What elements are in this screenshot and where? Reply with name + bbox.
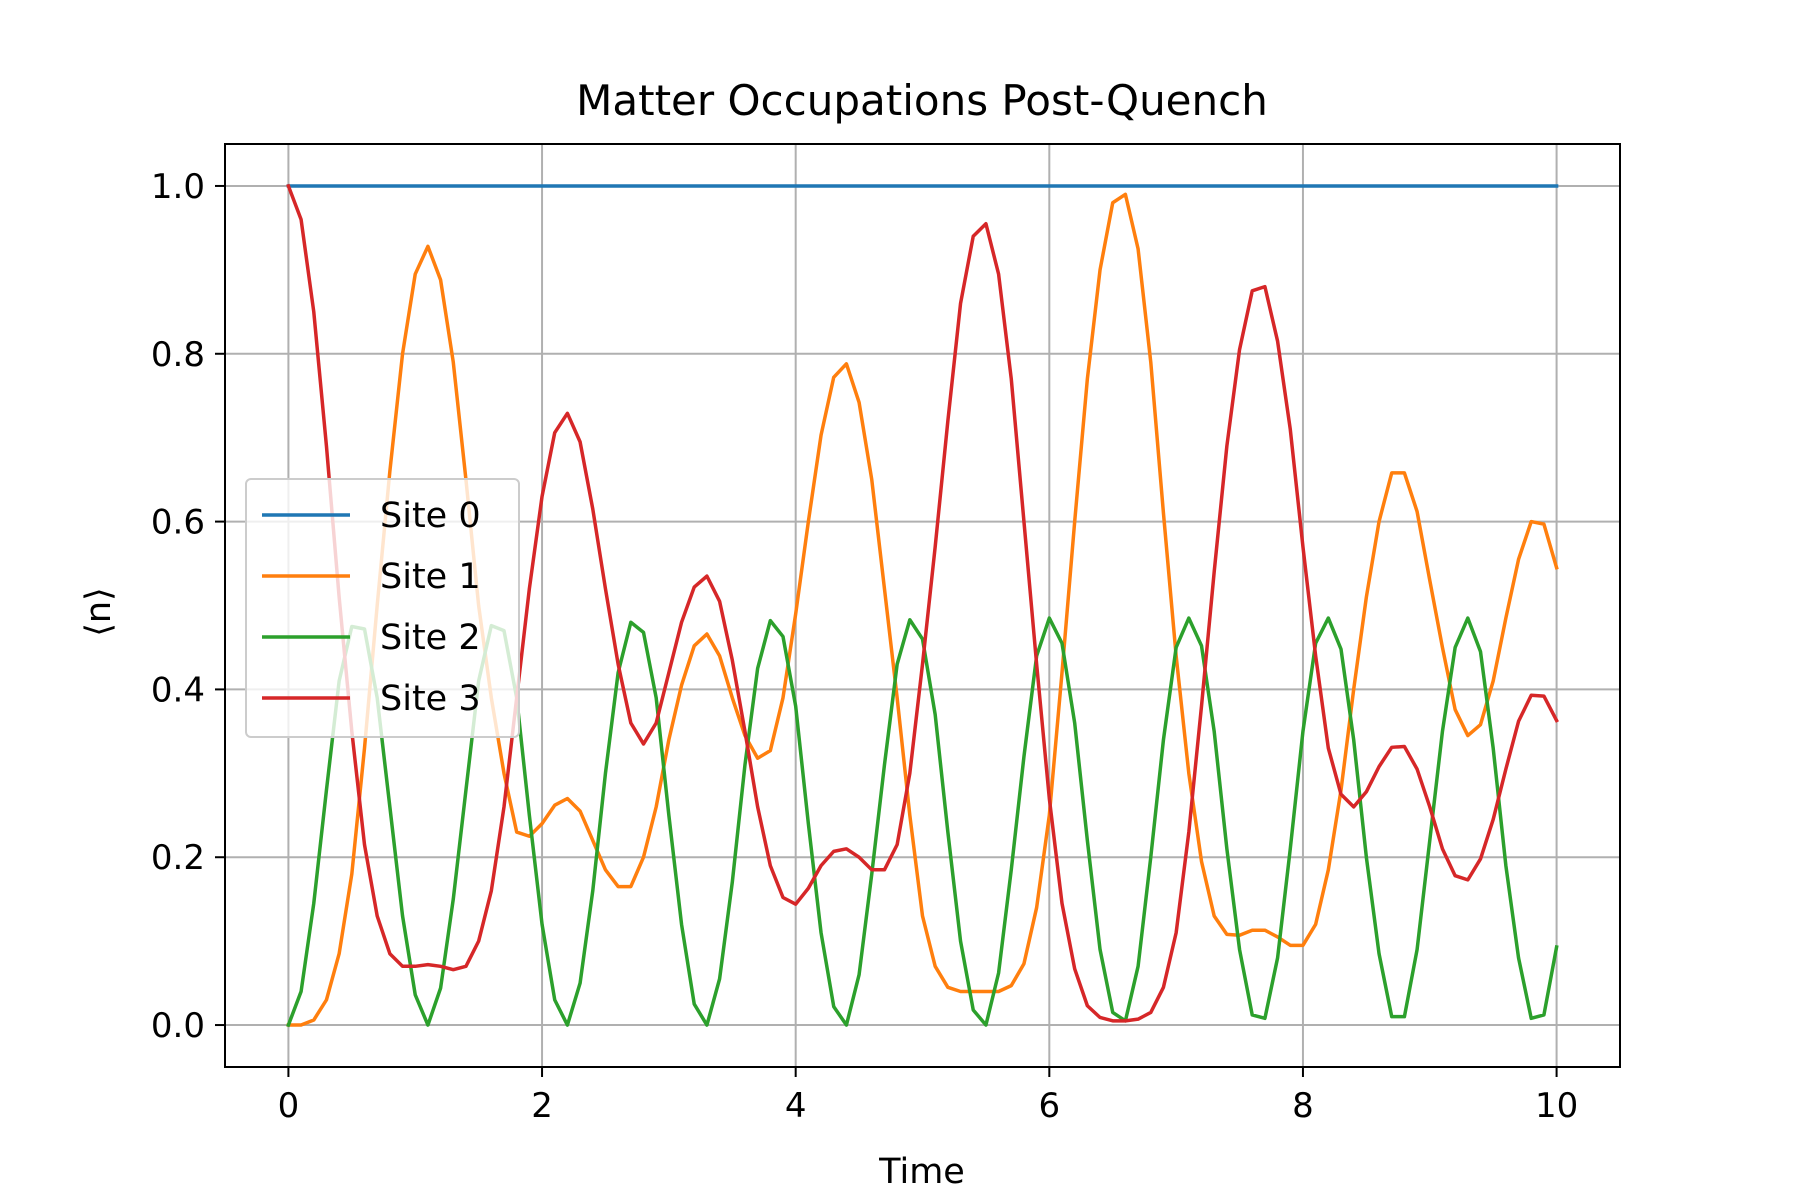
- legend-label-site-0: Site 0: [380, 496, 481, 536]
- x-tick-label: 10: [1535, 1086, 1578, 1126]
- legend-label-site-1: Site 1: [380, 557, 481, 597]
- x-tick-label: 6: [1038, 1086, 1060, 1126]
- x-tick-label: 4: [785, 1086, 807, 1126]
- series-line-site-1: [286, 192, 1559, 1027]
- y-tick-label: 0.2: [151, 838, 205, 878]
- y-tick-label: 0.4: [151, 670, 205, 710]
- y-tick-label: 0.6: [151, 503, 205, 543]
- y-axis-label: ⟨n⟩: [79, 587, 119, 637]
- x-tick-label: 8: [1292, 1086, 1314, 1126]
- chart-title: Matter Occupations Post-Quench: [576, 76, 1268, 125]
- x-tick-label: 0: [278, 1086, 300, 1126]
- x-axis-label: Time: [878, 1152, 965, 1192]
- series-line-site-3: [286, 183, 1559, 1023]
- legend: Site 0 Site 1 Site 2 Site 3: [245, 478, 520, 738]
- legend-box: [245, 478, 520, 738]
- y-tick-label: 0.0: [151, 1006, 205, 1046]
- x-tick-label: 2: [531, 1086, 553, 1126]
- legend-label-site-3: Site 3: [380, 679, 481, 719]
- plot-frame: [224, 143, 1621, 1068]
- legend-label-site-2: Site 2: [380, 618, 481, 658]
- y-tick-label: 0.8: [151, 335, 205, 375]
- y-tick-label: 1.0: [151, 167, 205, 207]
- axis-ticks: 0 2 4 6 8 10 0.0 0.2 0.4 0.6 0.8 1.0: [151, 167, 1578, 1126]
